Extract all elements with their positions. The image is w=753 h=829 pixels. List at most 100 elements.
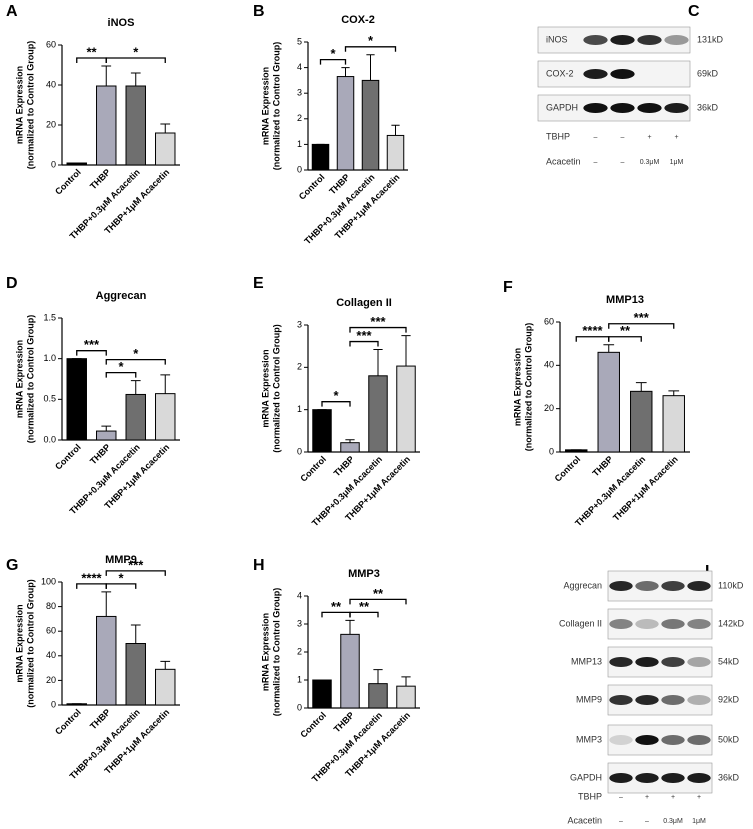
treatment-label: TBHP <box>546 131 570 141</box>
x-tick-label: THBP+1μM Acacetin <box>611 454 680 523</box>
error-bar <box>373 349 383 376</box>
bar <box>336 76 355 171</box>
x-tick-label: Control <box>53 167 83 197</box>
treatment-mark: 0.3μM <box>640 159 660 166</box>
blot-band <box>635 773 659 783</box>
panel-letter: F <box>503 279 513 296</box>
treatment-label: TBHP <box>578 791 602 801</box>
blot-band <box>635 619 659 629</box>
bar <box>597 351 620 453</box>
y-tick-label: 2 <box>297 646 302 656</box>
significance-bracket <box>105 57 166 63</box>
y-tick-label: 80 <box>46 601 56 611</box>
error-bar <box>635 382 647 392</box>
treatment-label: Acacetin <box>546 156 581 166</box>
chart-title: iNOS <box>108 17 135 29</box>
chart-title: MMP9 <box>105 554 137 566</box>
error-bar <box>401 335 411 367</box>
significance-label: *** <box>634 310 650 325</box>
x-tick-label: THBP <box>88 167 112 191</box>
blot-size: 54kD <box>718 656 740 666</box>
y-tick-label: 3 <box>297 88 302 98</box>
blot-size: 142kD <box>718 618 745 628</box>
y-axis-label: mRNA Expression <box>14 340 24 418</box>
blot-band <box>635 657 659 667</box>
blot-label: MMP13 <box>571 656 602 666</box>
blot-band <box>583 35 608 45</box>
y-tick-label: 5 <box>297 36 302 46</box>
blot-band <box>610 35 635 45</box>
significance-label: * <box>330 46 336 61</box>
blot-size: 92kD <box>718 694 740 704</box>
blot-band <box>609 695 633 705</box>
y-tick-label: 20 <box>544 403 554 413</box>
blot-band <box>609 581 633 591</box>
blot-band <box>661 773 685 783</box>
treatment-mark: + <box>671 794 675 801</box>
treatment-mark: – <box>645 818 649 825</box>
y-tick-label: 2 <box>297 113 302 123</box>
blot-label: MMP9 <box>576 694 602 704</box>
bar <box>312 409 332 453</box>
y-tick-label: 0 <box>549 446 554 456</box>
significance-bracket <box>321 401 351 407</box>
y-tick-label: 40 <box>544 360 554 370</box>
bar <box>368 683 388 709</box>
significance-label: * <box>133 346 139 361</box>
x-tick-label: THBP <box>88 442 112 466</box>
blot-band <box>687 773 711 783</box>
bar <box>311 143 330 171</box>
x-tick-label: Control <box>297 172 327 202</box>
chart-title: MMP13 <box>606 294 644 306</box>
y-axis-label: (normalized to Control Group) <box>271 588 281 717</box>
bar <box>368 375 388 453</box>
error-bar <box>160 374 171 394</box>
y-tick-label: 0 <box>51 699 56 709</box>
y-axis-label: mRNA Expression <box>260 349 270 427</box>
bar <box>340 442 360 453</box>
blot-band <box>661 695 685 705</box>
blot-label: iNOS <box>546 34 568 44</box>
x-tick-label: THBP <box>332 454 356 478</box>
y-axis-label: (normalized to Control Group) <box>271 42 281 171</box>
bar <box>125 393 146 441</box>
significance-label: **** <box>81 570 102 585</box>
y-axis-label: mRNA Expression <box>260 613 270 691</box>
y-axis-label: mRNA Expression <box>512 348 522 426</box>
y-tick-label: 20 <box>46 119 56 129</box>
bar <box>396 365 416 453</box>
blot-size: 50kD <box>718 734 740 744</box>
error-bar <box>130 624 141 644</box>
significance-label: * <box>118 570 124 585</box>
significance-bracket <box>76 350 107 356</box>
significance-label: *** <box>356 328 372 343</box>
blot-band <box>635 695 659 705</box>
significance-bracket <box>349 340 379 347</box>
chart-title: COX-2 <box>341 14 375 26</box>
bar <box>125 643 146 706</box>
y-tick-label: 60 <box>544 316 554 326</box>
panel-letter: H <box>253 557 265 574</box>
blot-band <box>664 103 689 113</box>
panel-letter: B <box>253 3 265 20</box>
y-axis-label: mRNA Expression <box>14 604 24 682</box>
blot-band <box>610 69 635 79</box>
significance-label: **** <box>582 323 603 338</box>
bar <box>155 393 176 441</box>
error-bar <box>373 669 383 684</box>
y-tick-label: 40 <box>46 650 56 660</box>
bar <box>96 430 117 441</box>
x-tick-label: THBP <box>88 707 112 731</box>
y-tick-label: 3 <box>297 319 302 329</box>
y-tick-label: 4 <box>297 62 302 72</box>
y-axis-label: mRNA Expression <box>260 67 270 145</box>
x-tick-label: THBP <box>590 454 614 478</box>
y-tick-label: 1 <box>297 404 302 414</box>
blot-band <box>635 581 659 591</box>
panel-letter: E <box>253 275 264 292</box>
treatment-mark: 0.3μM <box>663 818 683 825</box>
error-bar <box>160 123 171 133</box>
y-axis-label: (normalized to Control Group) <box>25 41 35 170</box>
blot-band <box>661 619 685 629</box>
treatment-mark: + <box>647 134 651 141</box>
